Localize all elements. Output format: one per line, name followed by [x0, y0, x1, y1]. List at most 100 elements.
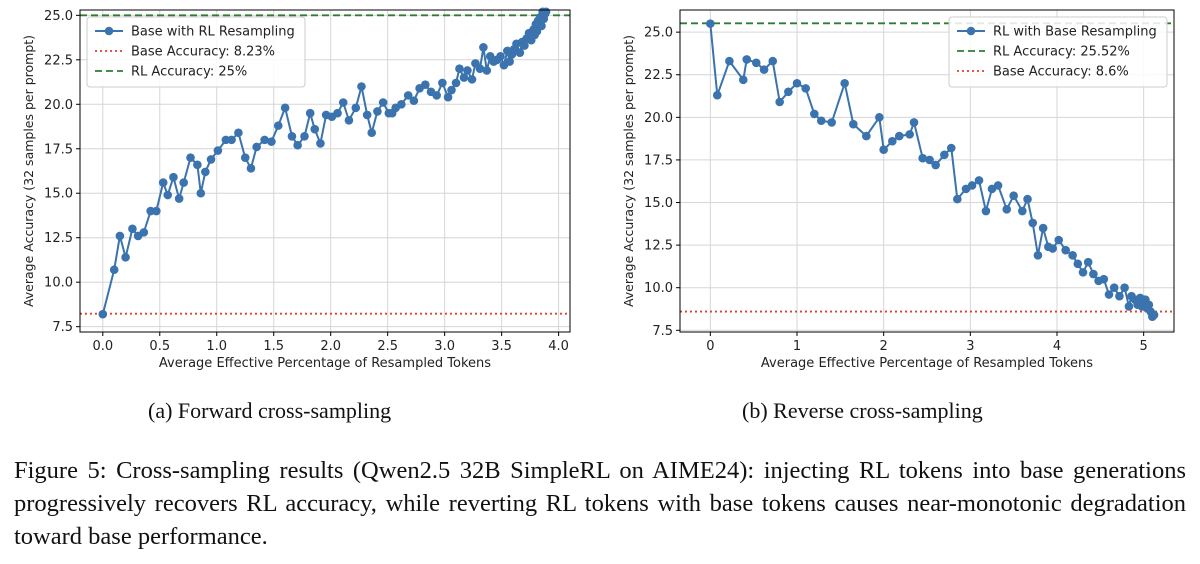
data-point — [792, 78, 802, 88]
data-point — [443, 92, 453, 102]
data-point — [420, 80, 430, 90]
data-point — [252, 142, 261, 152]
data-point — [725, 56, 734, 66]
y-tick-label: 12.5 — [644, 239, 673, 254]
x-tick-label: 4 — [1053, 339, 1061, 354]
legend-label: Base with RL Resampling — [131, 25, 295, 40]
data-point — [946, 143, 956, 153]
y-tick-label: 22.5 — [644, 68, 673, 83]
data-point — [810, 109, 819, 119]
data-point — [357, 82, 366, 91]
data-point — [206, 155, 216, 164]
data-point — [981, 206, 991, 216]
data-point — [409, 96, 419, 106]
data-point — [403, 91, 413, 100]
legend-label: RL with Base Resampling — [993, 25, 1157, 40]
data-point — [280, 103, 290, 113]
data-point — [1068, 251, 1077, 260]
x-tick-label: 3 — [966, 339, 974, 354]
legend-swatch-marker — [966, 26, 976, 36]
data-point — [455, 64, 464, 74]
y-tick-label: 22.5 — [44, 53, 73, 68]
legend-box — [948, 16, 1168, 88]
data-point — [447, 85, 456, 95]
x-tick-label: 3.0 — [434, 339, 455, 354]
data-point — [373, 107, 382, 116]
data-point — [351, 103, 361, 113]
data-point — [227, 135, 236, 145]
data-point — [816, 116, 826, 126]
data-point — [1149, 310, 1159, 320]
legend: RL with Base Resampling RL Accuracy: 25.5… — [948, 16, 1168, 88]
x-tick-label: 3.5 — [491, 339, 512, 354]
data-point — [378, 98, 388, 107]
data-point — [1120, 283, 1129, 293]
data-point — [1089, 269, 1098, 279]
data-point — [775, 97, 784, 107]
data-point — [463, 66, 472, 75]
y-tick-label: 25.0 — [644, 26, 673, 41]
y-tick-label: 25.0 — [44, 9, 73, 24]
legend: Base with RL Resampling Base Accuracy: 8.… — [86, 16, 306, 88]
x-axis-label: Average Effective Percentage of Resample… — [159, 356, 491, 371]
data-point — [397, 99, 406, 109]
data-point — [367, 128, 377, 138]
data-point — [1115, 291, 1124, 301]
data-point — [905, 130, 914, 139]
data-point — [1009, 191, 1018, 201]
data-point — [310, 124, 320, 134]
data-point — [333, 108, 342, 118]
data-point — [1124, 302, 1134, 311]
data-point — [139, 228, 149, 237]
data-point — [479, 43, 488, 52]
data-point — [467, 75, 477, 84]
data-point — [169, 172, 178, 182]
x-tick-label: 2.0 — [320, 339, 341, 354]
data-point — [751, 58, 761, 68]
data-point — [196, 188, 206, 198]
data-point — [438, 78, 447, 88]
legend-label: Base Accuracy: 8.6% — [993, 65, 1129, 80]
data-point — [967, 181, 977, 190]
y-tick-label: 20.0 — [44, 98, 73, 113]
data-point — [115, 231, 125, 241]
y-axis-label: Average Accuracy (32 samples per prompt) — [621, 35, 636, 307]
data-point — [1073, 259, 1083, 269]
data-point — [482, 66, 492, 75]
data-point — [862, 131, 871, 141]
x-tick-label: 0 — [706, 339, 714, 354]
y-tick-label: 15.0 — [644, 196, 673, 211]
data-point — [784, 87, 793, 97]
data-point — [1033, 251, 1043, 260]
data-point — [344, 115, 354, 125]
legend-label: Base Accuracy: 8.23% — [131, 45, 275, 60]
data-point — [163, 190, 173, 200]
subcaption-forward: (a) Forward cross-sampling — [148, 398, 392, 423]
data-point — [1144, 300, 1154, 310]
data-point — [888, 136, 897, 146]
data-point — [1104, 290, 1114, 299]
data-point — [273, 121, 283, 130]
data-point — [1054, 235, 1064, 245]
x-tick-label: 2 — [880, 339, 888, 354]
data-point — [1038, 223, 1048, 233]
data-point — [179, 178, 188, 187]
data-point — [1061, 245, 1070, 255]
data-point — [174, 194, 184, 203]
data-point — [768, 56, 778, 66]
data-point — [505, 57, 514, 66]
figure-caption: Figure 5: Cross-sampling results (Qwen2.… — [14, 457, 1186, 550]
chart-reverse-cross-sampling: 0 1 2 3 4 5 7.5 10.0 12.5 15.0 17.5 20.0 22.5 25.0 Ave… — [621, 9, 1175, 371]
data-point — [1002, 205, 1012, 214]
data-point — [738, 75, 748, 85]
y-tick-label: 17.5 — [644, 153, 673, 168]
data-point — [246, 164, 256, 173]
data-point — [293, 140, 302, 150]
data-point — [879, 145, 888, 155]
data-point — [186, 153, 195, 162]
chart-forward-cross-sampling: 0.0 0.5 1.0 1.5 2.0 2.5 3.0 3.5 4.0 7.5 10.0 12.5 15… — [21, 7, 571, 371]
data-point — [109, 265, 119, 275]
data-point — [201, 167, 210, 177]
x-tick-label: 0.5 — [149, 339, 170, 354]
